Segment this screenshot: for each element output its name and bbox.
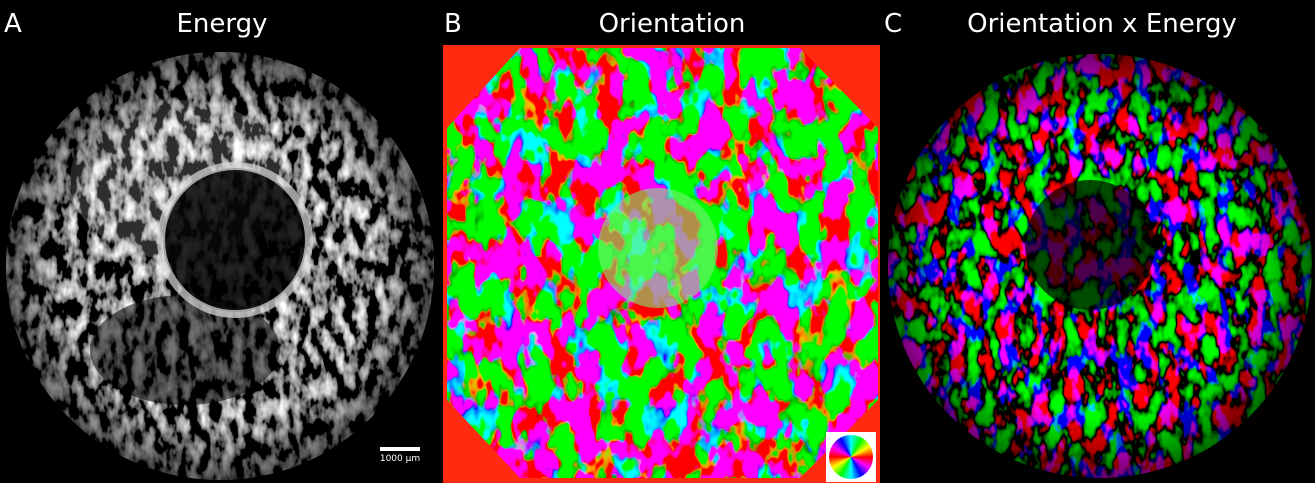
color-wheel-disc (829, 435, 873, 479)
orientation-energy-image (880, 50, 1315, 483)
energy-image (0, 50, 440, 483)
figure: 1000 µm A Energy B Orientation C Orienta… (0, 0, 1315, 483)
orientation-image (443, 45, 880, 483)
color-wheel (826, 432, 876, 482)
figure-canvas: 1000 µm A Energy B Orientation C Orienta… (0, 0, 1315, 483)
panel-title: Orientation (599, 9, 746, 39)
scale-bar-label: 1000 µm (380, 454, 420, 464)
panel-letter: B (444, 9, 462, 39)
panel-letter: A (4, 9, 22, 39)
panel-title: Energy (176, 9, 267, 39)
panel-letter: C (884, 9, 902, 39)
panel-title: Orientation x Energy (967, 9, 1237, 39)
scale-bar (380, 447, 420, 451)
